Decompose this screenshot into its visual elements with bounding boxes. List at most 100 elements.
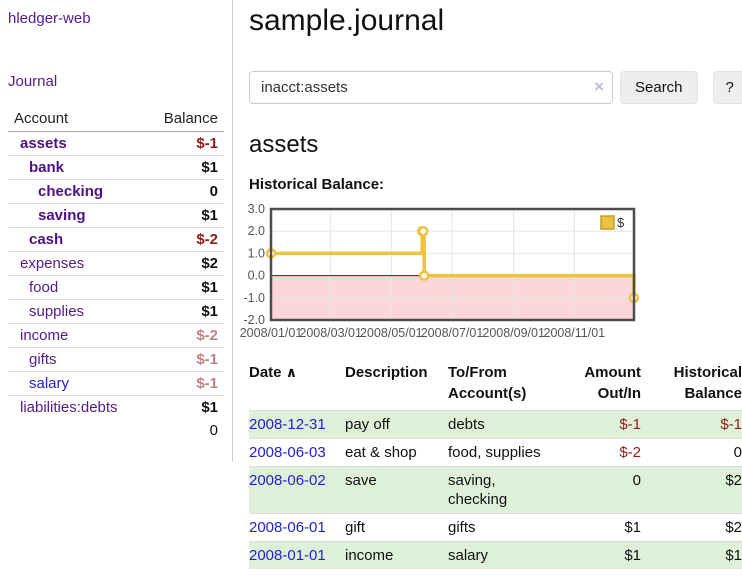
transaction-amount: $-1 [560, 410, 641, 439]
transaction-description: income [345, 541, 448, 569]
account-row: cash $-2 [8, 227, 224, 252]
sidebar-account-cash[interactable]: cash [29, 231, 64, 248]
transaction-accounts: debts [448, 410, 560, 439]
account-balance: $2 [142, 251, 224, 276]
transaction-accounts: food, supplies [448, 438, 560, 467]
transaction-amount: $1 [560, 541, 641, 569]
register-table-body: 2008-12-31 pay off debts $-1 $-1 2008-06-03 ea… [249, 410, 742, 569]
transaction-balance: $1 [641, 541, 742, 569]
account-table-body: assets $-1 bank $1 checking 0 saving $1 cash $-2 e… [8, 132, 224, 419]
x-axis-label: 2008/11/01 [544, 326, 606, 340]
amount-column-header: Amount Out/In [584, 364, 641, 402]
transaction-accounts: salary [448, 541, 560, 569]
sidebar: hledger-web Journal Account Balance asse… [0, 0, 233, 462]
transaction-row: 2008-06-02 save saving, checking 0 $2 [249, 466, 742, 514]
account-row: gifts $-1 [8, 347, 224, 372]
sidebar-account-salary[interactable]: salary [29, 375, 70, 392]
account-balance-table: Account Balance assets $-1 bank $1 checking 0… [8, 107, 224, 442]
account-balance: 0 [142, 179, 224, 204]
y-axis-label: 3.0 [248, 202, 265, 216]
transaction-balance: $2 [641, 513, 742, 542]
account-balance: $1 [142, 203, 224, 228]
page-title: sample.journal [249, 4, 445, 37]
transaction-accounts: saving, checking [448, 466, 560, 514]
legend-label: $ [617, 215, 625, 230]
account-row: salary $-1 [8, 371, 224, 396]
register-table: Date ∧ Description To/From Account(s) Am… [249, 362, 742, 569]
account-row: bank $1 [8, 155, 224, 180]
balance-column-header: Balance [142, 107, 224, 132]
account-row: expenses $2 [8, 251, 224, 276]
chart-container: $3.0 2.0 1.0 0.0 -1.0 -2.0 2008/01/01 2008/03/0… [240, 201, 742, 343]
transaction-row: 2008-06-01 gift gifts $1 $2 [249, 513, 742, 542]
account-column-header: To/From Account(s) [448, 364, 527, 402]
sidebar-account-food[interactable]: food [29, 279, 59, 296]
transaction-amount: $-2 [560, 438, 641, 467]
plot-border [269, 207, 636, 322]
account-row: assets $-1 [8, 132, 224, 156]
y-axis-label: 1.0 [248, 246, 265, 260]
search-button[interactable]: Search [620, 71, 698, 104]
account-row: saving $1 [8, 203, 224, 228]
brand-link[interactable]: hledger-web [8, 10, 91, 27]
transaction-row: 2008-12-31 pay off debts $-1 $-1 [249, 410, 742, 439]
transaction-date-link[interactable]: 2008-06-01 [249, 519, 326, 536]
balance-chart: $3.0 2.0 1.0 0.0 -1.0 -2.02008/01/012008/03/0… [240, 202, 640, 340]
transaction-amount: $1 [560, 513, 641, 542]
transaction-description: save [345, 466, 448, 514]
search-form: × Search ? [249, 71, 742, 104]
y-axis-label: -2.0 [243, 313, 265, 327]
sidebar-total-balance: 0 [209, 422, 218, 439]
transaction-amount: 0 [560, 466, 641, 514]
sidebar-account-expenses[interactable]: expenses [20, 255, 85, 272]
x-axis-label: 2008/09/01 [482, 326, 545, 340]
chart-heading: Historical Balance: [249, 176, 385, 193]
account-balance: $1 [142, 275, 224, 300]
sidebar-account-gifts[interactable]: gifts [29, 351, 57, 368]
transaction-balance: $2 [641, 466, 742, 514]
account-row: liabilities:debts $1 [8, 395, 224, 419]
account-balance: $1 [142, 155, 224, 180]
transaction-balance: 0 [641, 438, 742, 467]
sidebar-account-bank[interactable]: bank [29, 159, 65, 176]
account-row: checking 0 [8, 179, 224, 204]
y-axis-label: 0.0 [248, 269, 265, 283]
legend-swatch [600, 215, 615, 230]
account-row: income $-2 [8, 323, 224, 348]
sidebar-account-assets[interactable]: assets [20, 135, 67, 152]
search-input[interactable] [249, 71, 613, 104]
account-balance: $-1 [142, 347, 224, 372]
transaction-date-link[interactable]: 2008-12-31 [249, 416, 326, 433]
sidebar-account-liabilities-debts[interactable]: liabilities:debts [20, 399, 118, 416]
sidebar-account-checking[interactable]: checking [38, 183, 104, 200]
transaction-date-link[interactable]: 2008-06-02 [249, 472, 326, 489]
account-column-header: Account [8, 107, 143, 132]
x-axis-label: 2008/03/01 [299, 326, 362, 340]
account-balance: $-1 [142, 371, 224, 396]
account-balance: $1 [142, 395, 224, 419]
page: hledger-web Journal Account Balance asse… [0, 0, 742, 569]
transaction-row: 2008-06-03 eat & shop food, supplies $-2 0 [249, 438, 742, 467]
transaction-accounts: gifts [448, 513, 560, 542]
sidebar-account-income[interactable]: income [20, 327, 69, 344]
data-point-marker [418, 270, 430, 281]
account-balance: $-2 [142, 227, 224, 252]
account-row: food $1 [8, 275, 224, 300]
account-balance: $-2 [142, 323, 224, 348]
account-balance: $-1 [196, 135, 218, 152]
sidebar-account-supplies[interactable]: supplies [29, 303, 85, 320]
transaction-date-link[interactable]: 2008-06-03 [249, 444, 326, 461]
main-content: sample.journal × Search ? assets Histori… [233, 0, 742, 569]
clear-search-icon[interactable]: × [594, 77, 604, 96]
sidebar-item-journal[interactable]: Journal [8, 73, 58, 90]
x-axis-label: 2008/07/01 [421, 326, 484, 340]
account-heading: assets [249, 131, 319, 158]
date-column-header[interactable]: Date ∧ [249, 364, 298, 381]
help-button[interactable]: ? [712, 71, 742, 104]
transaction-date-link[interactable]: 2008-01-01 [249, 547, 326, 564]
sidebar-account-saving[interactable]: saving [38, 207, 86, 224]
transaction-balance: $-1 [641, 410, 742, 439]
y-axis-label: -1.0 [243, 291, 265, 305]
transaction-description: eat & shop [345, 438, 448, 467]
x-axis-label: 2008/01/01 [240, 326, 303, 340]
